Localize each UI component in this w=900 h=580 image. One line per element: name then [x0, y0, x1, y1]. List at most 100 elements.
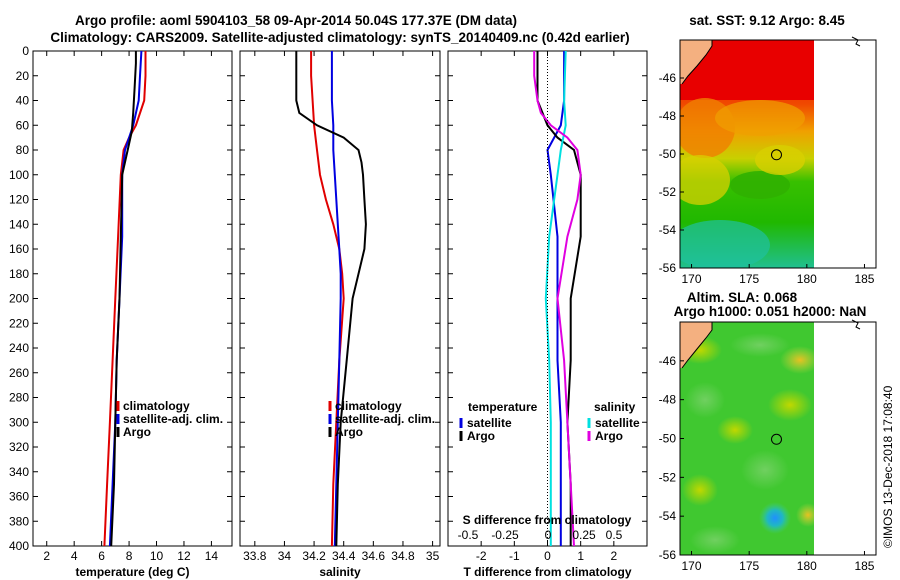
legend-label: satellite-adj. clim.: [123, 412, 223, 426]
x-tick-label: 8: [126, 549, 133, 563]
map-y-tick-label: -50: [659, 432, 677, 446]
plot-frame: [447, 50, 648, 547]
series-climatology: [103, 51, 147, 547]
y-tick-label: 60: [16, 118, 30, 132]
map-y-tick-label: -52: [659, 470, 677, 484]
x-tick-label: 0: [544, 549, 551, 563]
x-tick-label: 35: [426, 549, 440, 563]
legend-label: Argo: [467, 429, 495, 443]
legend-label: climatology: [123, 399, 190, 413]
legend-label: satellite: [467, 416, 512, 430]
sst-map: 170 175 180 185 -46 -48 -50 -52 -54 -56: [659, 36, 877, 286]
map-y-tick-label: -50: [659, 147, 677, 161]
land-nz: [680, 40, 712, 84]
x-tick-label: -1: [509, 549, 520, 563]
y-tick-label: 40: [16, 94, 30, 108]
watermark: ©IMOS 13-Dec-2018 17:08:40: [881, 385, 895, 548]
x-tick-label: 1: [577, 549, 584, 563]
legend-label: Argo: [335, 425, 363, 439]
x-tick-label: 2: [43, 549, 50, 563]
map-y-tick-label: -48: [659, 393, 677, 407]
map-x-tick-label: 170: [682, 559, 702, 573]
x-axis-label: salinity: [319, 565, 361, 579]
map-y-tick-label: -56: [659, 548, 677, 562]
map-x-tick-label: 185: [854, 272, 874, 286]
x-tick-label: 34.8: [391, 549, 415, 563]
x-tick-label: 34.4: [332, 549, 356, 563]
legend-label: satellite-adj. clim.: [335, 412, 435, 426]
map-x-tick-label: 175: [739, 272, 759, 286]
x2-tick-label: 0: [545, 528, 552, 542]
x-tick-label: 4: [71, 549, 78, 563]
legend-label: Argo: [123, 425, 151, 439]
y-tick-label: 220: [9, 316, 29, 330]
x2-tick-label: 0.25: [572, 528, 596, 542]
x-tick-label: 33.8: [243, 549, 267, 563]
y-tick-label: 400: [9, 539, 29, 553]
x2-tick-label: 0.5: [606, 528, 623, 542]
series-argo: [110, 51, 137, 547]
x2-tick-label: -0.5: [458, 528, 479, 542]
y-tick-label: 0: [22, 44, 29, 58]
y-tick-label: 300: [9, 415, 29, 429]
x-tick-label: 34: [278, 549, 292, 563]
sst-map-title: sat. SST: 9.12 Argo: 8.45: [689, 13, 845, 28]
series-argo: [295, 51, 367, 547]
map-x-tick-label: 175: [739, 559, 759, 573]
series-s-satellite: [544, 50, 567, 546]
argo-position-marker: [771, 149, 783, 161]
series-t-satellite: [546, 51, 566, 546]
series-s-argo: [533, 51, 582, 547]
legend-label: climatology: [335, 399, 402, 413]
y-tick-label: 80: [16, 143, 30, 157]
y-tick-label: 340: [9, 465, 29, 479]
argo-position-marker: [771, 433, 783, 445]
y-tick-label: 140: [9, 217, 29, 231]
map-x-tick-label: 180: [797, 559, 817, 573]
map-y-tick-label: -54: [659, 509, 677, 523]
y-tick-label: 160: [9, 242, 29, 256]
difference-panel: -2 -1 0 1 2 T difference from climatology temp…: [447, 50, 648, 579]
x2-axis-label: S difference from climatology: [463, 513, 632, 527]
legend-title: salinity: [594, 400, 636, 414]
x-tick-label: 6: [98, 549, 105, 563]
y-tick-label: 260: [9, 366, 29, 380]
chatham-islands: [851, 36, 861, 47]
x-axis-label: temperature (deg C): [75, 565, 189, 579]
map-x-tick-label: 185: [854, 559, 874, 573]
x-tick-label: 2: [610, 549, 617, 563]
title-line-2: Climatology: CARS2009. Satellite-adjuste…: [50, 30, 629, 45]
y-tick-label: 200: [9, 292, 29, 306]
x-tick-label: 12: [177, 549, 191, 563]
x-tick-label: 34.2: [302, 549, 326, 563]
y-tick-label: 380: [9, 514, 29, 528]
x2-tick-label: -0.25: [491, 528, 519, 542]
y-tick-label: 180: [9, 267, 29, 281]
temperature-panel: 0 20 40 60 80 100 120 140 160 180 200 220 240 260 280 3…: [9, 44, 233, 579]
y-tick-label: 20: [16, 69, 30, 83]
map-x-tick-label: 170: [682, 272, 702, 286]
series-satellite-adj-clim-: [330, 51, 342, 547]
y-tick-label: 100: [9, 168, 29, 182]
legend-title: temperature: [468, 400, 538, 414]
y-tick-label: 120: [9, 193, 29, 207]
legend-label: Argo: [595, 429, 623, 443]
salinity-panel: 33.8 34 34.2 34.4 34.6 34.8 35 salinity climatol…: [239, 50, 441, 579]
map-y-tick-label: -54: [659, 223, 677, 237]
y-tick-label: 280: [9, 391, 29, 405]
map-y-tick-label: -46: [659, 71, 677, 85]
x-tick-label: 34.6: [362, 549, 386, 563]
y-tick-label: 320: [9, 440, 29, 454]
x-tick-label: 10: [150, 549, 164, 563]
legend-label: satellite: [595, 416, 640, 430]
map-y-tick-label: -52: [659, 185, 677, 199]
map-y-tick-label: -56: [659, 261, 677, 275]
x-axis-label: T difference from climatology: [463, 565, 631, 579]
map-y-tick-label: -46: [659, 354, 677, 368]
title-line-1: Argo profile: aoml 5904103_58 09-Apr-201…: [75, 13, 517, 28]
y-tick-label: 240: [9, 341, 29, 355]
map-y-tick-label: -48: [659, 109, 677, 123]
y-tick-label: 360: [9, 490, 29, 504]
sla-map-title-1: Altim. SLA: 0.068: [687, 290, 798, 305]
